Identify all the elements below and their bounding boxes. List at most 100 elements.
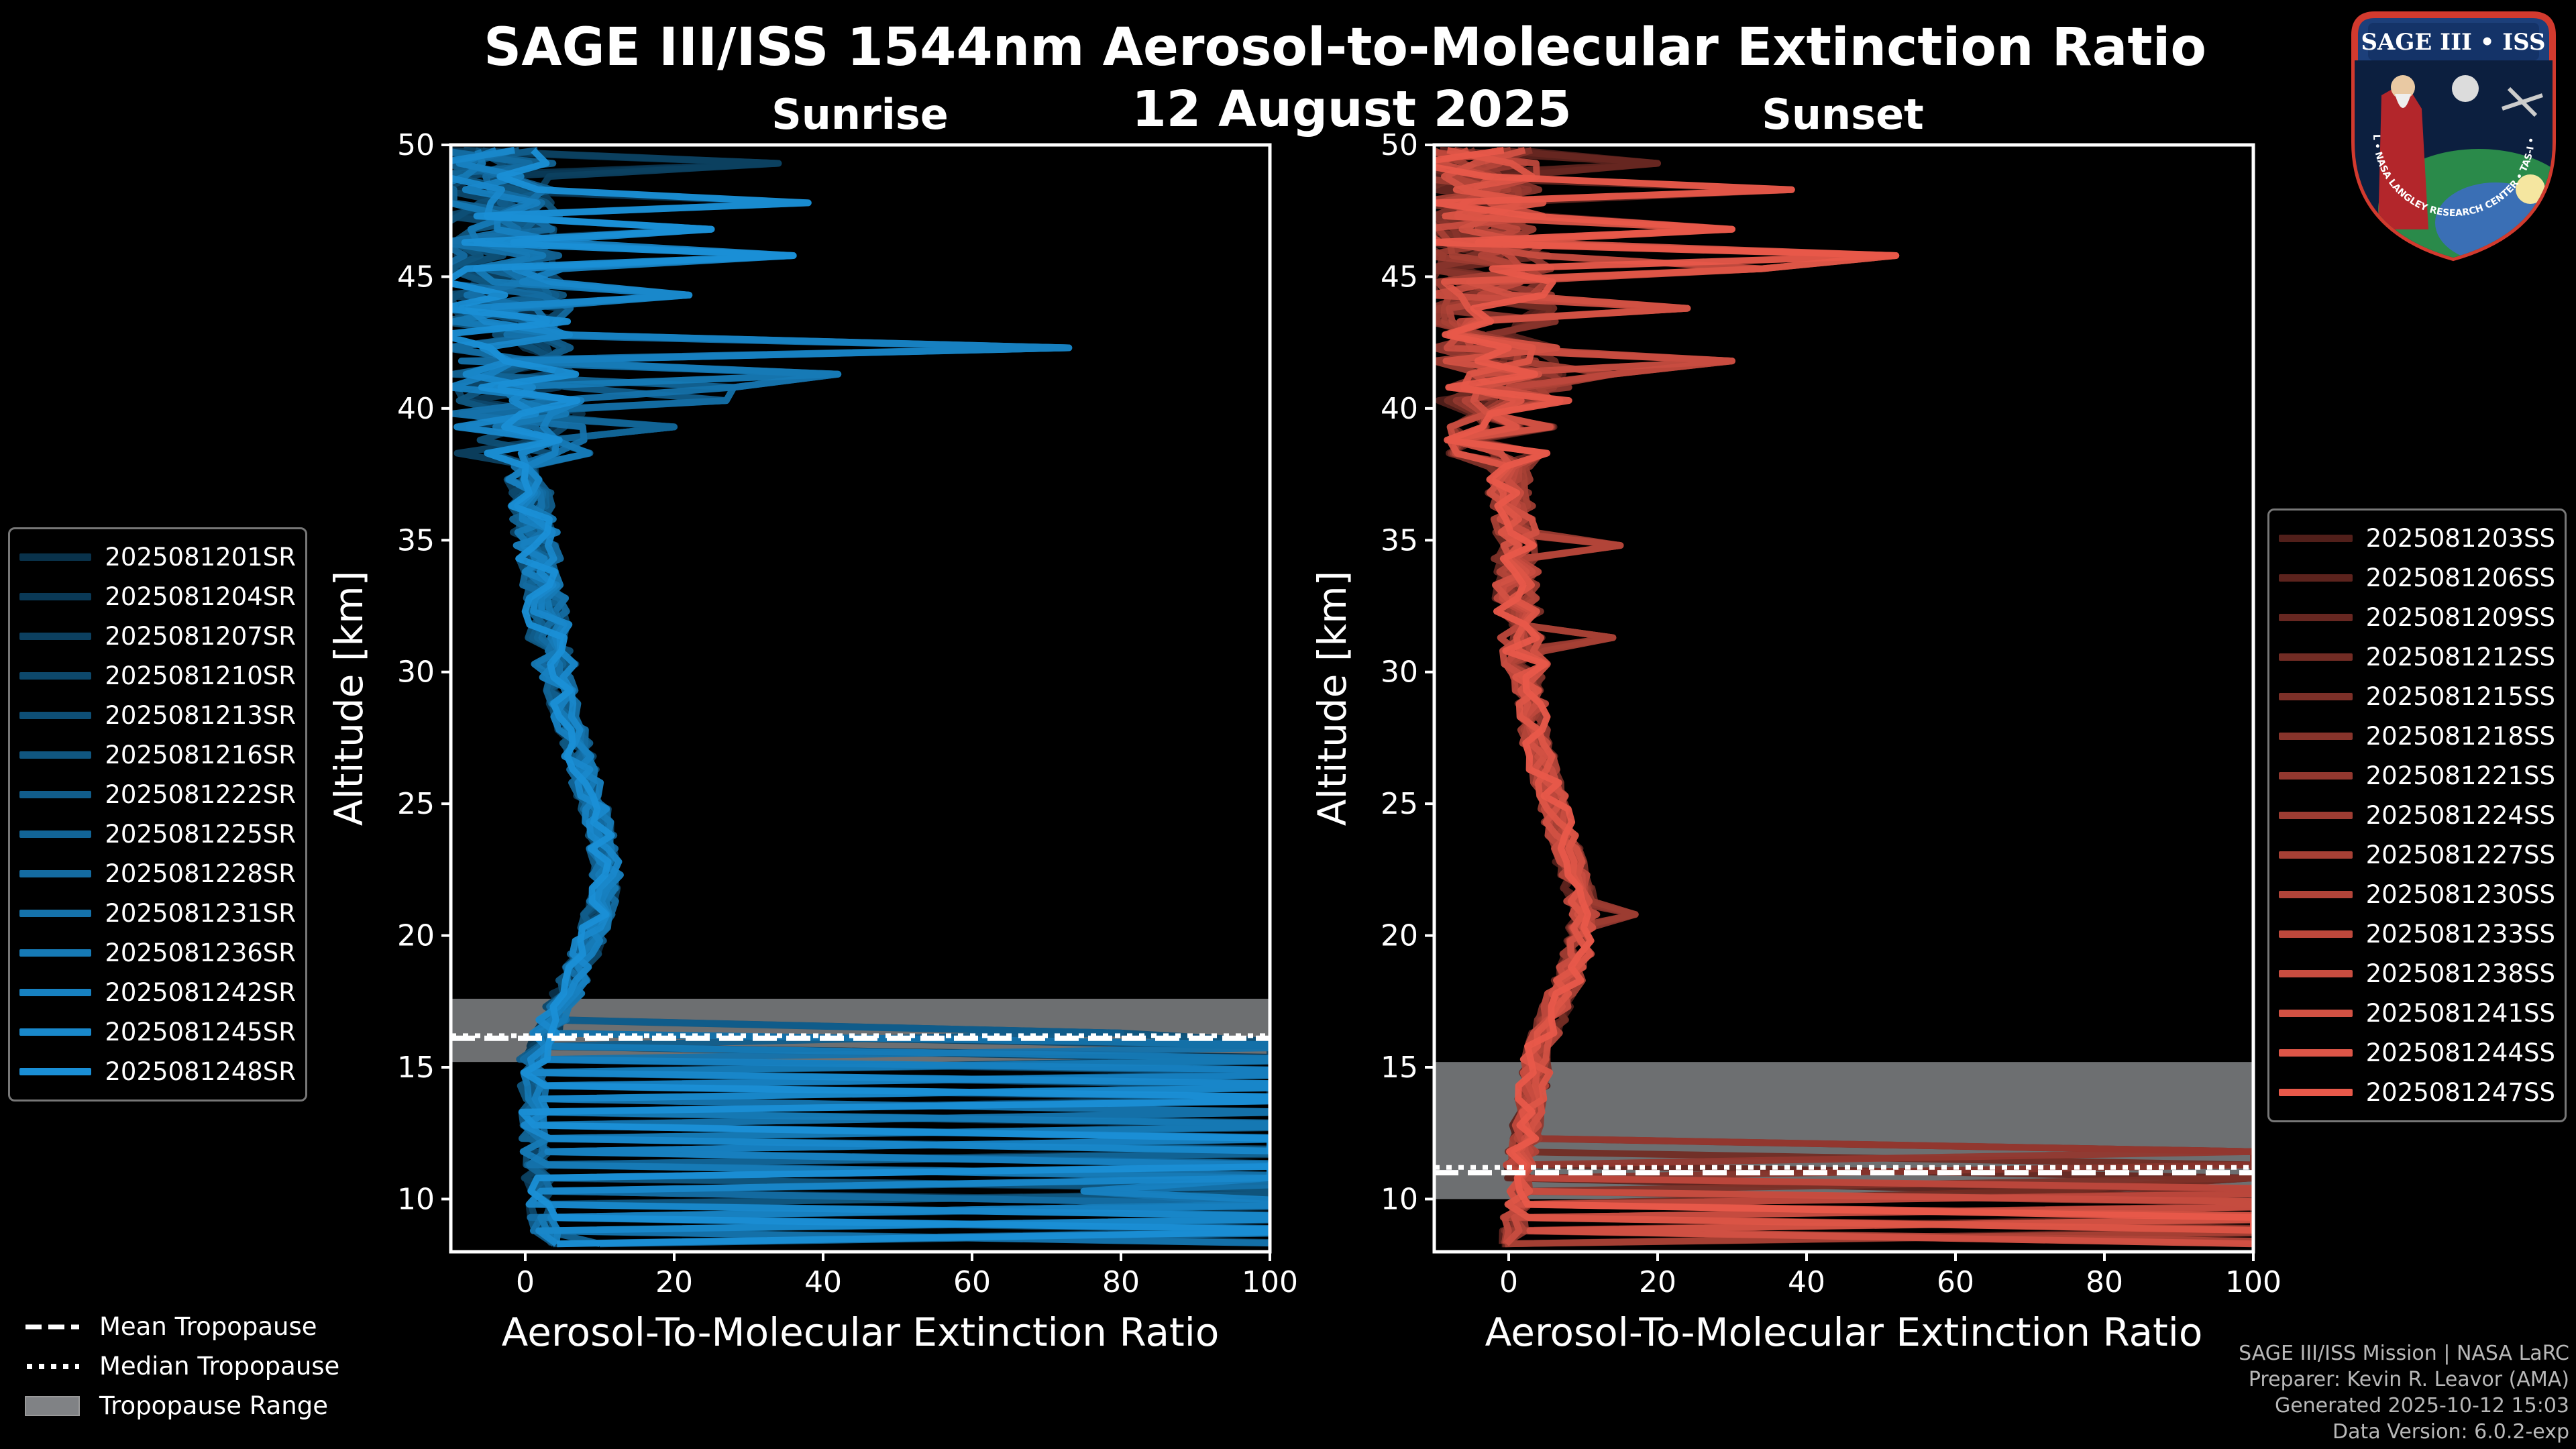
legend-label: 2025081215SS bbox=[2365, 682, 2555, 711]
y-tick-label: 15 bbox=[1381, 1051, 1418, 1085]
x-tick-label: 0 bbox=[1499, 1265, 1518, 1299]
x-tick-label: 60 bbox=[1937, 1265, 1974, 1299]
profile-line-2025081248SR bbox=[451, 148, 1270, 1248]
legend-swatch bbox=[19, 1068, 92, 1075]
y-tick-label: 35 bbox=[397, 523, 435, 557]
legend-label: 2025081238SS bbox=[2365, 959, 2555, 988]
y-tick-label: 50 bbox=[1381, 128, 1418, 162]
legend-swatch bbox=[2279, 574, 2353, 582]
legend-label: 2025081207SR bbox=[105, 622, 296, 651]
legend-swatch bbox=[19, 791, 92, 798]
legend-label: 2025081203SS bbox=[2365, 524, 2555, 553]
y-tick-label: 25 bbox=[397, 787, 435, 821]
y-tick-label: 10 bbox=[397, 1182, 435, 1216]
legend-entry: 2025081221SS bbox=[2279, 756, 2555, 796]
legend-swatch bbox=[2279, 1010, 2353, 1017]
legend-swatch bbox=[2279, 1049, 2353, 1057]
legend-entry: 2025081228SR bbox=[19, 854, 296, 894]
legend-entry: 2025081242SR bbox=[19, 973, 296, 1012]
credit-generated: Generated 2025-10-12 15:03 bbox=[2274, 1394, 2569, 1417]
legend-label: 2025081216SR bbox=[105, 741, 296, 769]
legend-entry: 2025081207SR bbox=[19, 616, 296, 656]
legend-label: 2025081236SR bbox=[105, 938, 296, 967]
profile-line-2025081247SS bbox=[1434, 146, 2253, 1234]
legend-label: 2025081244SS bbox=[2365, 1038, 2555, 1067]
figure-date: 12 August 2025 bbox=[1132, 80, 1572, 138]
sunrise-plot-content bbox=[451, 146, 1270, 1248]
legend-swatch bbox=[2279, 812, 2353, 819]
legend-swatch bbox=[19, 751, 92, 759]
legend-swatch bbox=[19, 553, 92, 561]
mean-tropopause-label: Mean Tropopause bbox=[99, 1312, 317, 1341]
legend-swatch bbox=[2279, 891, 2353, 898]
legend-label: 2025081213SR bbox=[105, 701, 296, 730]
median-tropopause-entry: Median Tropopause bbox=[24, 1346, 339, 1386]
dotted-line-icon bbox=[27, 1363, 79, 1369]
y-tick-label: 50 bbox=[397, 128, 435, 162]
legend-entry: 2025081230SS bbox=[2279, 875, 2555, 914]
legend-entry: 2025081233SS bbox=[2279, 914, 2555, 954]
median-tropopause-label: Median Tropopause bbox=[99, 1352, 340, 1381]
legend-label: 2025081228SR bbox=[105, 859, 296, 888]
gray-box-icon bbox=[25, 1395, 80, 1416]
legend-entry: 2025081204SR bbox=[19, 577, 296, 616]
y-tick-label: 25 bbox=[1381, 787, 1418, 821]
dashed-line-icon bbox=[25, 1324, 79, 1329]
legend-entry: 2025081210SR bbox=[19, 656, 296, 696]
legend-swatch bbox=[2279, 733, 2353, 740]
legend-label: 2025081242SR bbox=[105, 978, 296, 1007]
legend-label: 2025081225SR bbox=[105, 820, 296, 849]
x-tick-label: 40 bbox=[804, 1265, 842, 1299]
legend-label: 2025081248SR bbox=[105, 1057, 296, 1086]
sunset-plot-content bbox=[1434, 146, 2253, 1248]
mean-tropopause-entry: Mean Tropopause bbox=[24, 1307, 339, 1346]
legend-entry: 2025081225SR bbox=[19, 814, 296, 854]
legend-swatch bbox=[19, 712, 92, 719]
legend-label: 2025081212SS bbox=[2365, 643, 2555, 672]
y-tick-label: 30 bbox=[1381, 655, 1418, 690]
sunrise-legend: 2025081201SR 2025081204SR 2025081207SR 2025… bbox=[8, 527, 307, 1102]
y-tick-label: 35 bbox=[1381, 523, 1418, 557]
legend-entry: 2025081201SR bbox=[19, 537, 296, 577]
legend-swatch bbox=[19, 672, 92, 680]
legend-entry: 2025081245SR bbox=[19, 1012, 296, 1052]
legend-entry: 2025081236SR bbox=[19, 933, 296, 973]
x-tick-label: 80 bbox=[2086, 1265, 2123, 1299]
legend-label: 2025081201SR bbox=[105, 543, 296, 572]
sunrise-subtitle: Sunrise bbox=[771, 90, 949, 139]
plot-frame bbox=[1432, 143, 2255, 1254]
legend-swatch bbox=[19, 870, 92, 877]
tropopause-legend: Mean Tropopause Median Tropopause Tropop… bbox=[24, 1307, 339, 1426]
legend-swatch bbox=[19, 1028, 92, 1036]
x-tick-label: 80 bbox=[1102, 1265, 1140, 1299]
y-tick-label: 40 bbox=[397, 392, 435, 426]
legend-entry: 2025081244SS bbox=[2279, 1033, 2555, 1073]
legend-swatch bbox=[2279, 693, 2353, 700]
x-tick-label: 0 bbox=[516, 1265, 535, 1299]
legend-label: 2025081218SS bbox=[2365, 722, 2555, 751]
legend-entry: 2025081241SS bbox=[2279, 994, 2555, 1033]
credit-version: Data Version: 6.0.2-exp bbox=[2332, 1420, 2569, 1444]
legend-entry: 2025081238SS bbox=[2279, 954, 2555, 994]
legend-entry: 2025081224SS bbox=[2279, 796, 2555, 835]
legend-label: 2025081221SS bbox=[2365, 761, 2555, 790]
sage-mission-logo: SAGE III • ISS BALL • NASA LANGLEY RESEA… bbox=[2341, 8, 2556, 262]
sunrise-panel: 0 20 40 60 80 100 10 15 20 25 30 35 40 45 50 Aerosol-To… bbox=[326, 128, 1298, 1355]
credits: SAGE III/ISS Mission | NASA LaRC Prepare… bbox=[2239, 1340, 2569, 1445]
legend-swatch bbox=[2279, 1089, 2353, 1096]
legend-swatch bbox=[19, 949, 92, 957]
y-tick-label: 20 bbox=[397, 919, 435, 953]
x-tick-label: 60 bbox=[953, 1265, 991, 1299]
legend-entry: 2025081203SS bbox=[2279, 519, 2555, 558]
legend-swatch bbox=[2279, 653, 2353, 661]
legend-label: 2025081209SS bbox=[2365, 603, 2555, 632]
x-tick-label: 100 bbox=[1242, 1265, 1298, 1299]
credit-mission: SAGE III/ISS Mission | NASA LaRC bbox=[2239, 1342, 2569, 1365]
tropopause-range-entry: Tropopause Range bbox=[24, 1386, 339, 1426]
tropopause-range-label: Tropopause Range bbox=[99, 1391, 329, 1420]
y-tick-label: 10 bbox=[1381, 1182, 1418, 1216]
y-tick-label: 30 bbox=[397, 655, 435, 690]
logo-title: SAGE III • ISS bbox=[2361, 29, 2545, 56]
y-tick-label: 20 bbox=[1381, 919, 1418, 953]
